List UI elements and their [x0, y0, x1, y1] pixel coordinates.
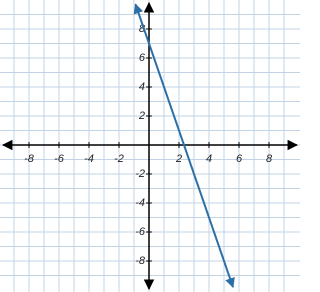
x-tick-label: 6 — [236, 153, 243, 165]
x-tick-label: -2 — [114, 153, 124, 165]
y-tick-label: 2 — [138, 110, 145, 122]
y-tick-label: -8 — [135, 255, 146, 267]
x-tick-label: 4 — [206, 153, 212, 165]
x-tick-label: 8 — [266, 153, 273, 165]
y-tick-label: -2 — [135, 168, 145, 180]
y-tick-label: -6 — [135, 226, 146, 238]
y-tick-label: -4 — [135, 197, 145, 209]
x-tick-label: -6 — [54, 153, 65, 165]
x-tick-label: -4 — [84, 153, 94, 165]
data-line — [133, 3, 235, 289]
y-tick-label: 6 — [139, 52, 146, 64]
x-tick-label: 2 — [175, 153, 182, 165]
y-tick-label: 4 — [139, 81, 145, 93]
x-tick-label: -8 — [24, 153, 35, 165]
